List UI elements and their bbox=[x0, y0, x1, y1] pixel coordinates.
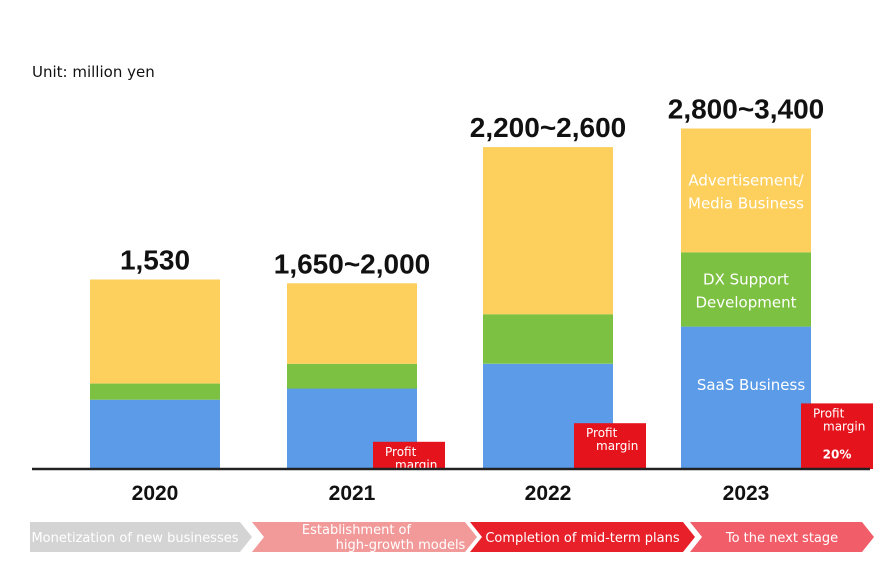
profit-margin-sublabel-2023: margin bbox=[823, 419, 865, 433]
bar-ad-2020 bbox=[90, 279, 220, 384]
stage-arrow-3 bbox=[470, 522, 695, 552]
year-label-2022: 2022 bbox=[525, 482, 572, 505]
bar-dx-2020 bbox=[90, 383, 220, 400]
bar-saas-2020 bbox=[90, 399, 220, 469]
segment-label-ad-line1: Advertisement/ bbox=[688, 171, 804, 189]
unit-label: Unit: million yen bbox=[32, 63, 155, 81]
bar-saas-2023 bbox=[681, 326, 811, 469]
bar-ad-2022 bbox=[483, 147, 613, 315]
stage-arrow-1 bbox=[30, 522, 252, 552]
stage-label-2-line2: high-growth models bbox=[336, 538, 466, 553]
profit-margin-label-2021: Profit bbox=[385, 445, 417, 459]
total-label-2020: 1,530 bbox=[120, 245, 190, 276]
total-label-2023: 2,800~3,400 bbox=[668, 94, 825, 125]
stage-label-4: To the next stage bbox=[725, 531, 838, 546]
year-label-2023: 2023 bbox=[723, 482, 770, 505]
segment-label-dx-line1: DX Support bbox=[703, 271, 789, 289]
profit-margin-label-2022: Profit bbox=[586, 426, 618, 440]
segment-label-dx-line2: Development bbox=[696, 294, 797, 312]
bar-ad-2021 bbox=[287, 283, 417, 364]
profit-margin-sublabel-2022: margin bbox=[596, 439, 638, 453]
stage-arrow-2 bbox=[252, 522, 477, 552]
stage-arrow-4 bbox=[690, 522, 874, 552]
bar-dx-2021 bbox=[287, 363, 417, 389]
profit-margin-box-2022 bbox=[574, 423, 646, 469]
segment-label-ad-line2: Media Business bbox=[688, 194, 804, 212]
profit-margin-box-2023 bbox=[801, 403, 873, 469]
bar-dx-2022 bbox=[483, 314, 613, 364]
stage-label-1: Monetization of new businesses bbox=[31, 531, 238, 546]
profit-margin-label-2023: Profit bbox=[813, 406, 845, 420]
total-label-2021: 1,650~2,000 bbox=[274, 248, 431, 279]
stage-label-3: Completion of mid-term plans bbox=[485, 531, 680, 546]
profit-margin-value-2023: 20% bbox=[823, 447, 852, 461]
year-label-2020: 2020 bbox=[132, 482, 179, 505]
segment-label-saas: SaaS Business bbox=[697, 376, 806, 394]
stage-label-2-line1: Establishment of bbox=[302, 523, 412, 538]
profit-margin-value-2021: 3.5%~5% bbox=[377, 473, 441, 487]
bar-dx-2023 bbox=[681, 252, 811, 327]
bar-ad-2023 bbox=[681, 128, 811, 253]
total-label-2022: 2,200~2,600 bbox=[470, 112, 627, 143]
profit-margin-value-2022: 10% bbox=[596, 467, 625, 481]
profit-margin-box-2021 bbox=[373, 441, 445, 469]
year-label-2021: 2021 bbox=[329, 482, 376, 505]
